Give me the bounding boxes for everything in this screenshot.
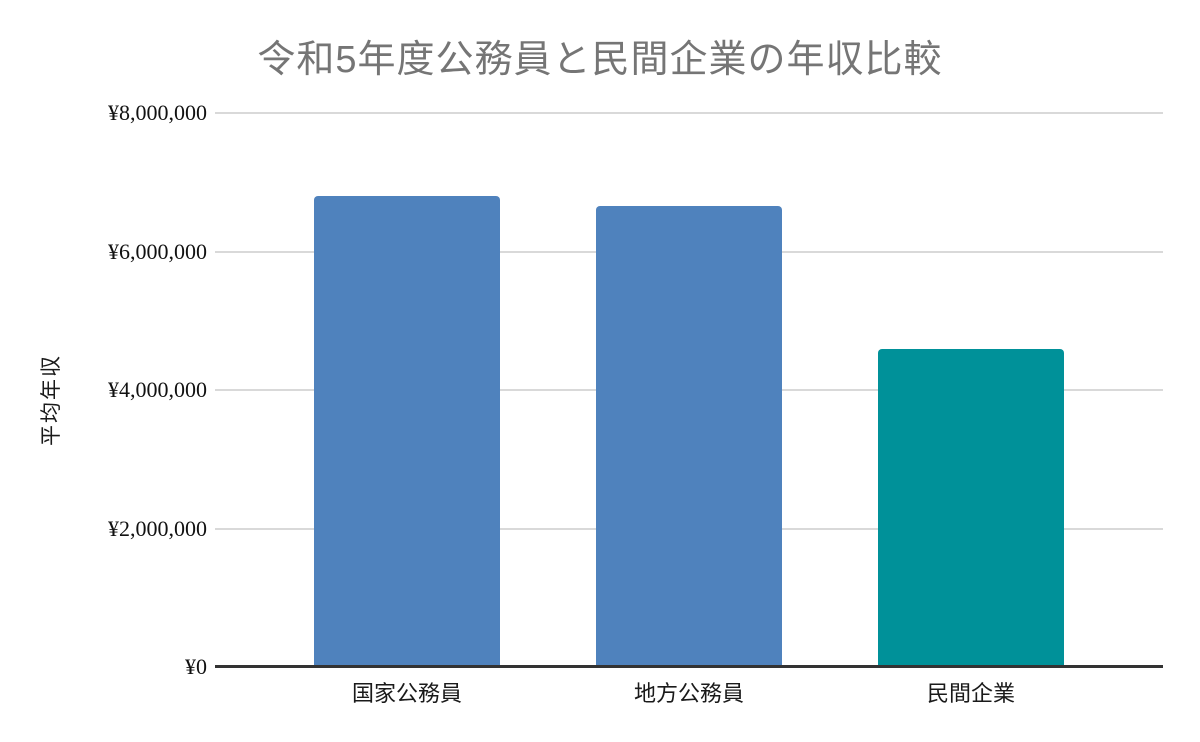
gridline <box>215 112 1163 114</box>
x-axis-line <box>215 665 1163 668</box>
bar-国家公務員 <box>314 196 500 667</box>
y-tick-label: ¥4,000,000 <box>108 377 207 402</box>
y-tick-label: ¥2,000,000 <box>108 515 207 541</box>
x-tick-label: 地方公務員 <box>633 681 744 706</box>
bar-地方公務員 <box>596 206 782 667</box>
bar-民間企業 <box>878 349 1064 667</box>
x-tick-label: 民間企業 <box>926 681 1015 706</box>
y-tick-label: ¥8,000,000 <box>108 100 207 125</box>
x-tick-label: 国家公務員 <box>351 681 462 706</box>
y-axis-title: 平均年収 <box>40 354 63 446</box>
y-tick-label: ¥0 <box>185 654 207 679</box>
y-tick-label: ¥6,000,000 <box>108 238 207 264</box>
chart-title: 令和5年度公務員と民間企業の年収比較 <box>257 39 943 81</box>
plot-area <box>215 112 1163 667</box>
